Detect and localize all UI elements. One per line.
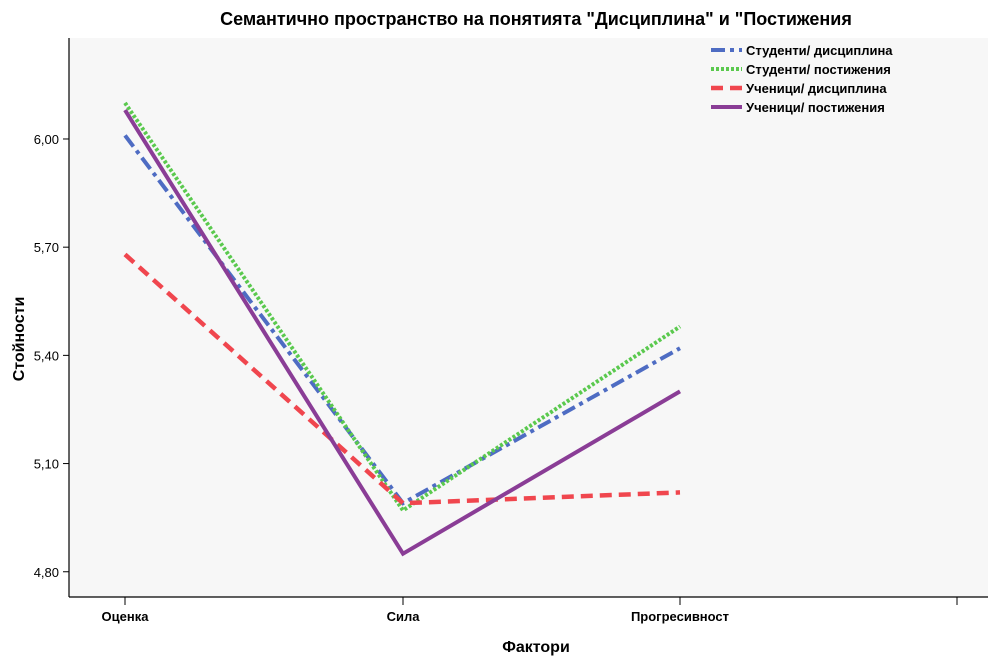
legend: Студенти/ дисциплина Студенти/ постижения… — [711, 43, 893, 115]
y-tick-label: 4,80 — [34, 565, 59, 580]
legend-item: Студенти/ дисциплина — [711, 43, 893, 58]
x-tick-label: Прогресивност — [631, 609, 729, 624]
series-line-3 — [123, 252, 681, 506]
y-tick-label: 5,40 — [34, 348, 59, 363]
legend-item: Студенти/ постижения — [711, 62, 891, 77]
plot-area — [69, 38, 988, 597]
chart-title: Семантично пространство на понятията "Ди… — [220, 9, 852, 29]
x-axis: Оценка Сила Прогресивност — [69, 596, 988, 624]
series-layer — [123, 101, 682, 557]
y-tick-label: 5,10 — [34, 457, 59, 472]
y-tick-label: 6,00 — [34, 132, 59, 147]
series-line-4 — [123, 109, 682, 557]
legend-label: Студенти/ дисциплина — [746, 43, 893, 58]
legend-label: Ученици/ дисциплина — [746, 81, 887, 96]
y-tick-label: 5,70 — [34, 240, 59, 255]
legend-item: Ученици/ постижения — [711, 100, 885, 115]
x-axis-label: Фактори — [502, 639, 570, 656]
legend-item: Ученици/ дисциплина — [711, 81, 887, 96]
legend-label: Студенти/ постижения — [746, 62, 891, 77]
legend-label: Ученици/ постижения — [746, 100, 885, 115]
x-tick-label: Сила — [387, 609, 421, 624]
y-axis-label: Стойности — [11, 297, 28, 382]
x-tick-label: Оценка — [102, 609, 150, 624]
y-axis: 6,00 5,70 5,40 5,10 4,80 — [34, 38, 70, 597]
